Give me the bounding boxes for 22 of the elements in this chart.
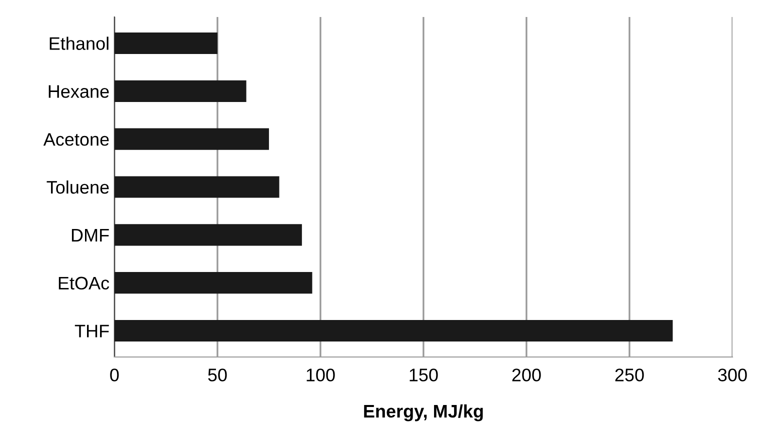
x-tick-label: 100 <box>306 368 335 382</box>
y-tick-label: DMF <box>72 229 109 242</box>
bar <box>114 80 246 102</box>
x-tick-label: 50 <box>208 368 227 382</box>
bar <box>114 320 673 342</box>
y-tick-label: EtOAc <box>58 276 110 290</box>
bar <box>114 32 218 54</box>
y-tick-label: Toluene <box>46 180 109 194</box>
x-tick-label: 300 <box>718 368 747 382</box>
y-tick-label: Acetone <box>43 133 109 146</box>
bar <box>114 224 302 246</box>
y-tick-label: Ethanol <box>50 36 108 50</box>
x-axis-title: Energy, MJ/kg <box>364 404 483 422</box>
y-tick-label: Hexane <box>48 85 109 98</box>
bar <box>114 128 269 150</box>
x-tick-label: 0 <box>110 368 119 382</box>
x-tick-label: 150 <box>410 368 438 382</box>
y-tick-label: THF <box>74 324 109 338</box>
x-tick-label: 200 <box>512 368 541 382</box>
bar <box>114 272 312 294</box>
bar <box>114 176 280 198</box>
x-tick-label: 250 <box>615 368 644 382</box>
